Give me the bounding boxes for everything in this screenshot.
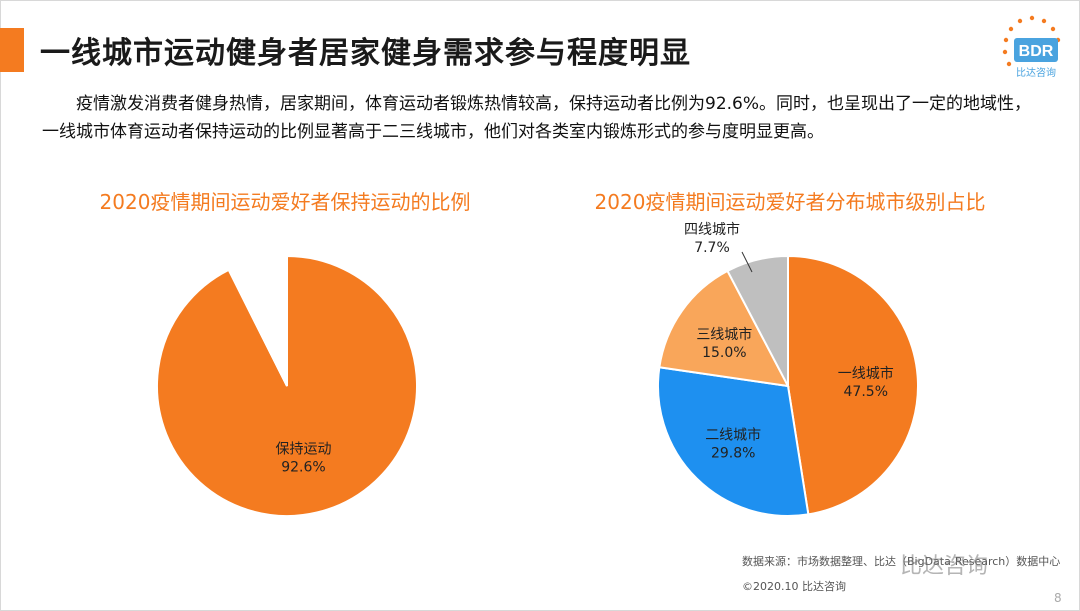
chart2-label-0: 一线城市 xyxy=(838,365,894,382)
page-number: 8 xyxy=(1054,591,1062,605)
copyright: ©2020.10 比达咨询 xyxy=(742,580,846,593)
chart2-value-1: 29.8% xyxy=(711,445,755,461)
chart2-label-2: 三线城市 xyxy=(696,326,752,343)
chart2-slice-2 xyxy=(658,269,790,388)
logo-subtext: 比达咨询 xyxy=(1016,66,1056,79)
chart2-slice-0 xyxy=(787,254,919,516)
chart2-slice-3 xyxy=(726,254,789,387)
chart1-title: 2020疫情期间运动爱好者保持运动的比例 xyxy=(99,190,471,214)
chart1-label-0: 保持运动 xyxy=(275,442,331,458)
chart1-slice-1 xyxy=(227,254,288,387)
chart2-title: 2020疫情期间运动爱好者分布城市级别占比 xyxy=(594,190,986,214)
chart2-label-3: 四线城市 xyxy=(684,221,740,238)
chart2-value-2: 15.0% xyxy=(702,345,746,361)
chart2-label-1: 二线城市 xyxy=(705,426,761,443)
bdr-logo: BDR 比达咨询 xyxy=(1002,15,1061,79)
chart1-value-0: 92.6% xyxy=(281,460,325,476)
chart2-value-3: 7.7% xyxy=(694,240,730,256)
data-source: 数据来源：市场数据整理、比达（BigData-Research）数据中心 xyxy=(742,555,1061,568)
intro-paragraph: 疫情激发消费者健身热情，居家期间，体育运动者锻炼热情较高，保持运动者比例为92.… xyxy=(42,94,1032,142)
chart2-value-0: 47.5% xyxy=(844,384,888,400)
chart2-slice-1 xyxy=(657,366,810,517)
page-title: 一线城市运动健身者居家健身需求参与程度明显 xyxy=(40,36,691,71)
watermark: 比达咨询 xyxy=(900,554,989,579)
chart2-leader-line xyxy=(741,251,753,273)
title-accent-bar xyxy=(0,28,24,72)
logo-text: BDR xyxy=(1019,43,1054,60)
